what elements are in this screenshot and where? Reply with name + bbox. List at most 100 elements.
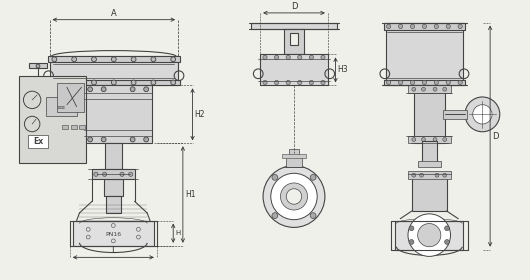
Circle shape bbox=[399, 24, 403, 29]
Circle shape bbox=[433, 137, 437, 141]
Bar bbox=[414, 85, 445, 143]
Circle shape bbox=[458, 80, 462, 85]
Circle shape bbox=[310, 213, 316, 218]
Circle shape bbox=[171, 57, 175, 62]
Circle shape bbox=[445, 226, 449, 231]
Circle shape bbox=[52, 57, 57, 62]
Circle shape bbox=[130, 87, 135, 92]
Circle shape bbox=[409, 240, 414, 244]
Circle shape bbox=[151, 57, 156, 62]
Bar bbox=[48, 56, 180, 62]
Bar bbox=[80, 125, 85, 129]
Bar bbox=[100, 169, 127, 174]
Bar bbox=[49, 56, 178, 85]
Circle shape bbox=[72, 80, 77, 85]
Circle shape bbox=[446, 24, 450, 29]
Circle shape bbox=[263, 80, 267, 85]
Circle shape bbox=[410, 24, 414, 29]
Circle shape bbox=[422, 80, 427, 85]
Text: H1: H1 bbox=[185, 190, 196, 199]
Bar bbox=[104, 179, 123, 197]
Circle shape bbox=[151, 80, 156, 85]
Circle shape bbox=[421, 87, 426, 91]
Text: PN16: PN16 bbox=[105, 232, 121, 237]
Circle shape bbox=[473, 105, 492, 124]
Circle shape bbox=[399, 80, 403, 85]
Circle shape bbox=[111, 80, 116, 85]
Text: H3: H3 bbox=[338, 66, 348, 74]
Circle shape bbox=[386, 80, 391, 85]
Circle shape bbox=[412, 173, 416, 177]
Bar bbox=[408, 171, 450, 179]
Bar bbox=[71, 125, 77, 129]
Circle shape bbox=[171, 80, 175, 85]
Bar bbox=[418, 161, 441, 167]
Bar bbox=[289, 149, 299, 157]
Text: L: L bbox=[111, 246, 116, 255]
Bar bbox=[92, 169, 135, 179]
Circle shape bbox=[412, 87, 416, 91]
Circle shape bbox=[458, 24, 462, 29]
Circle shape bbox=[309, 80, 314, 85]
Bar bbox=[19, 76, 86, 163]
Circle shape bbox=[465, 97, 500, 132]
Bar bbox=[386, 23, 463, 85]
Text: H: H bbox=[175, 230, 180, 236]
Circle shape bbox=[52, 80, 57, 85]
Bar bbox=[105, 197, 121, 213]
Bar bbox=[260, 54, 328, 85]
Bar bbox=[408, 136, 450, 143]
Bar bbox=[29, 63, 47, 68]
Text: Ex: Ex bbox=[33, 137, 43, 146]
Circle shape bbox=[286, 189, 302, 204]
Bar bbox=[62, 125, 68, 129]
Bar bbox=[412, 174, 447, 211]
Bar bbox=[286, 156, 302, 167]
Text: H2: H2 bbox=[195, 110, 205, 119]
Circle shape bbox=[409, 226, 414, 231]
Circle shape bbox=[87, 137, 93, 142]
Bar bbox=[384, 23, 465, 30]
Circle shape bbox=[321, 55, 325, 59]
Circle shape bbox=[111, 57, 116, 62]
Bar bbox=[408, 85, 450, 93]
Circle shape bbox=[298, 55, 302, 59]
Circle shape bbox=[144, 137, 148, 142]
Circle shape bbox=[286, 80, 290, 85]
Circle shape bbox=[120, 172, 124, 176]
Circle shape bbox=[434, 80, 438, 85]
Circle shape bbox=[309, 55, 314, 59]
Circle shape bbox=[443, 87, 447, 91]
Circle shape bbox=[87, 87, 93, 92]
Circle shape bbox=[101, 137, 106, 142]
Bar bbox=[46, 97, 77, 116]
Circle shape bbox=[298, 80, 302, 85]
Circle shape bbox=[410, 80, 414, 85]
Circle shape bbox=[386, 24, 391, 29]
Circle shape bbox=[321, 80, 325, 85]
Circle shape bbox=[310, 174, 316, 180]
Circle shape bbox=[408, 214, 450, 256]
Circle shape bbox=[101, 87, 106, 92]
Circle shape bbox=[129, 172, 133, 176]
Circle shape bbox=[102, 172, 107, 176]
Circle shape bbox=[131, 57, 136, 62]
Bar bbox=[57, 83, 84, 113]
Circle shape bbox=[94, 172, 98, 176]
Text: D: D bbox=[492, 132, 499, 141]
Circle shape bbox=[286, 55, 290, 59]
Circle shape bbox=[272, 213, 278, 218]
Bar bbox=[104, 143, 122, 172]
Bar bbox=[384, 80, 465, 85]
Bar bbox=[251, 23, 338, 29]
Circle shape bbox=[446, 80, 450, 85]
Circle shape bbox=[445, 240, 449, 244]
Circle shape bbox=[272, 174, 278, 180]
Circle shape bbox=[412, 137, 416, 141]
Circle shape bbox=[271, 173, 317, 220]
Bar bbox=[282, 154, 306, 158]
Text: A: A bbox=[111, 9, 117, 18]
Circle shape bbox=[443, 173, 447, 177]
Circle shape bbox=[263, 55, 267, 59]
Circle shape bbox=[92, 57, 96, 62]
